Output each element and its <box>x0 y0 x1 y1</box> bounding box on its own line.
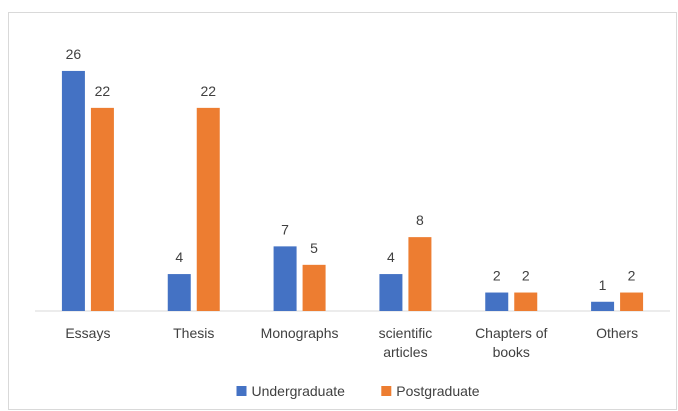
bar <box>196 107 220 311</box>
x-tick-label: Essays <box>65 325 110 341</box>
bar <box>167 274 191 311</box>
data-label: 7 <box>281 221 289 237</box>
bar <box>591 301 615 311</box>
data-label: 1 <box>599 277 607 293</box>
bar <box>90 107 114 311</box>
bar <box>485 292 509 311</box>
data-label: 4 <box>175 249 183 265</box>
data-label: 5 <box>310 240 318 256</box>
bar <box>620 292 644 311</box>
data-label: 22 <box>95 83 111 99</box>
bar <box>273 246 297 311</box>
legend-swatch <box>236 386 247 396</box>
legend-label: Undergraduate <box>252 383 346 399</box>
data-label: 2 <box>628 268 636 284</box>
bar <box>61 70 85 311</box>
data-label: 2 <box>522 268 530 284</box>
legend-swatch <box>381 386 392 396</box>
data-label: 8 <box>416 212 424 228</box>
bar <box>408 237 432 311</box>
x-tick-label: scientific articles <box>379 325 433 360</box>
x-tick-label: Chapters of books <box>475 325 547 360</box>
bar <box>379 274 403 311</box>
x-tick-label: Thesis <box>173 325 214 341</box>
x-tick-label-line: articles <box>383 344 427 360</box>
x-tick-label-line: Thesis <box>173 325 214 341</box>
data-label: 2 <box>493 268 501 284</box>
data-label: 4 <box>387 249 395 265</box>
x-tick-label: Others <box>596 325 638 341</box>
chart-frame <box>8 12 677 410</box>
legend-label: Postgraduate <box>396 383 479 399</box>
x-tick-label-line: Chapters of <box>475 325 547 341</box>
x-tick-label-line: Monographs <box>261 325 339 341</box>
x-tick-label-line: Others <box>596 325 638 341</box>
x-tick-label: Monographs <box>261 325 339 341</box>
x-tick-label-line: Essays <box>65 325 110 341</box>
bar <box>302 264 326 311</box>
x-tick-label-line: books <box>493 344 530 360</box>
data-label: 26 <box>66 46 82 62</box>
data-label: 22 <box>200 83 216 99</box>
bar <box>514 292 538 311</box>
x-tick-label-line: scientific <box>379 325 433 341</box>
